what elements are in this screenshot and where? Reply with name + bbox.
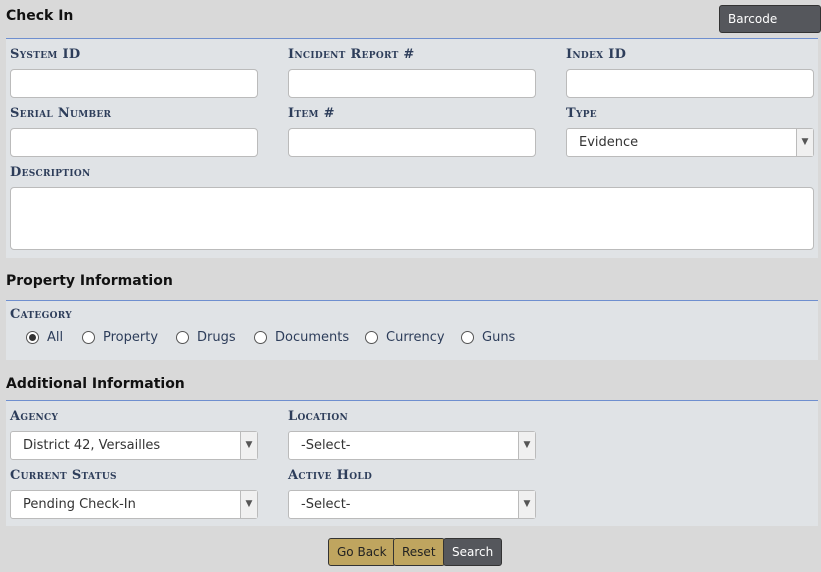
radio-icon	[254, 331, 267, 344]
category-label: Category	[10, 307, 72, 322]
radio-label: All	[47, 330, 64, 345]
system-id-input[interactable]	[10, 69, 258, 98]
go-back-button[interactable]: Go Back	[328, 538, 396, 566]
property-panel: Category All Property Drugs Documents Cu…	[6, 300, 818, 360]
additional-information-title: Additional Information	[6, 376, 185, 392]
radio-label: Documents	[275, 330, 350, 345]
active-hold-label: Active Hold	[288, 468, 373, 483]
serial-number-label: Serial Number	[10, 106, 112, 121]
radio-label: Guns	[482, 330, 516, 345]
reset-button[interactable]: Reset	[393, 538, 445, 566]
search-button[interactable]: Search	[443, 538, 503, 566]
status-value: Pending Check-In	[23, 497, 136, 512]
radio-icon	[26, 331, 39, 344]
incident-report-label: Incident Report #	[288, 47, 415, 62]
chevron-down-icon: ▼	[518, 432, 535, 459]
radio-currency[interactable]: Currency	[365, 330, 445, 345]
radio-icon	[461, 331, 474, 344]
radio-all[interactable]: All	[26, 330, 63, 345]
radio-label: Drugs	[197, 330, 236, 345]
additional-panel: Agency District 42, Versailles ▼ Location…	[6, 400, 818, 526]
type-select[interactable]: Evidence ▼	[566, 128, 814, 157]
location-label: Location	[288, 409, 349, 424]
radio-documents[interactable]: Documents	[254, 330, 349, 345]
index-id-label: Index ID	[566, 47, 627, 62]
current-status-label: Current Status	[10, 468, 117, 483]
serial-number-input[interactable]	[10, 128, 258, 157]
page-title: Check In	[6, 8, 74, 24]
description-label: Description	[10, 165, 91, 180]
radio-label: Currency	[386, 330, 445, 345]
radio-label: Property	[103, 330, 159, 345]
type-value: Evidence	[579, 135, 639, 150]
radio-drugs[interactable]: Drugs	[176, 330, 236, 345]
item-number-input[interactable]	[288, 128, 536, 157]
radio-icon	[176, 331, 189, 344]
description-textarea[interactable]	[10, 187, 814, 250]
radio-property[interactable]: Property	[82, 330, 158, 345]
current-status-select[interactable]: Pending Check-In ▼	[10, 490, 258, 519]
agency-select[interactable]: District 42, Versailles ▼	[10, 431, 258, 460]
index-id-input[interactable]	[566, 69, 814, 98]
radio-icon	[82, 331, 95, 344]
location-select[interactable]: -Select- ▼	[288, 431, 536, 460]
check-in-panel: System ID Incident Report # Index ID Ser…	[6, 38, 818, 258]
item-number-label: Item #	[288, 106, 335, 121]
active-hold-select[interactable]: -Select- ▼	[288, 490, 536, 519]
hold-value: -Select-	[301, 497, 351, 512]
property-information-title: Property Information	[6, 273, 173, 289]
agency-value: District 42, Versailles	[23, 438, 161, 453]
incident-report-input[interactable]	[288, 69, 536, 98]
barcode-search-button[interactable]: Barcode Search	[719, 5, 821, 52]
system-id-label: System ID	[10, 47, 81, 62]
chevron-down-icon: ▼	[796, 129, 813, 156]
chevron-down-icon: ▼	[240, 432, 257, 459]
chevron-down-icon: ▼	[240, 491, 257, 518]
location-value: -Select-	[301, 438, 351, 453]
type-label: Type	[566, 106, 597, 121]
chevron-down-icon: ▼	[518, 491, 535, 518]
radio-icon	[365, 331, 378, 344]
radio-guns[interactable]: Guns	[461, 330, 515, 345]
agency-label: Agency	[10, 409, 59, 424]
